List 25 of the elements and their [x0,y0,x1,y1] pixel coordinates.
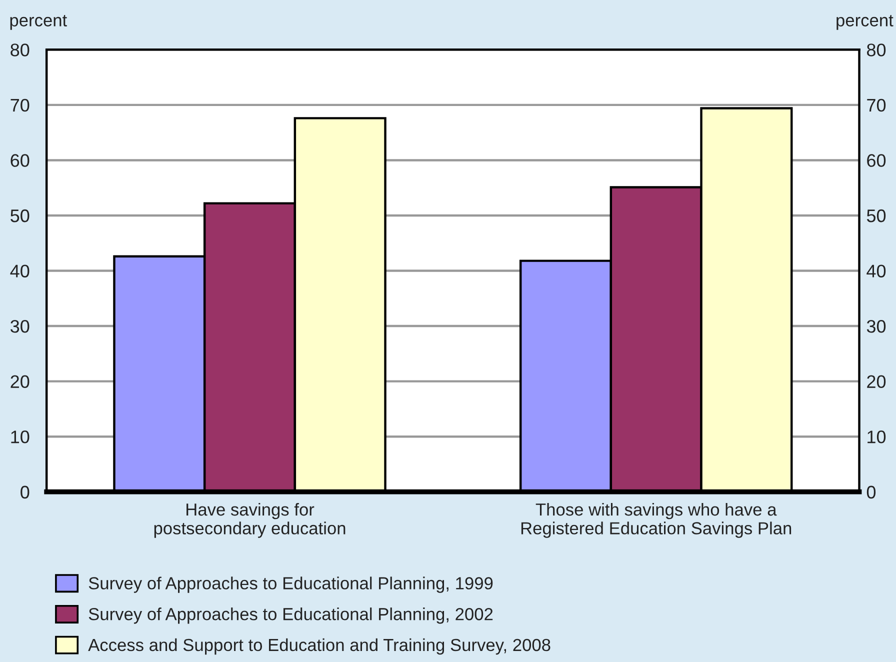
y2-tick-label: 40 [866,264,886,278]
y2-tick-label: 70 [867,98,886,112]
y-tick-label: 10 [11,430,30,444]
y-axis-title: percent [10,15,67,30]
y-tick-label: 70 [10,98,30,112]
legend-label: Access and Support to Education and Training Survey, 2008 [88,638,550,655]
y-tick-label: 40 [10,264,30,278]
x-tick-label: Those with savings who have a Registered Education Savings Plan [521,502,792,538]
legend-label: Survey of Approaches to Educational Planning, 1999 [88,576,493,593]
y2-tick-label: 80 [866,44,886,56]
x-tick-label: Have savings for postsecondary education [154,502,346,538]
y2-tick-label: 60 [867,154,886,167]
y2-tick-label: 0 [866,486,876,499]
y2-tick-label: 20 [867,375,886,388]
y2-axis-title: percent [836,15,894,30]
y-tick-label: 80 [10,44,30,56]
y2-tick-label: 50 [866,209,886,222]
y2-tick-label: 30 [866,320,886,333]
y-tick-label: 20 [10,375,30,388]
legend-label: Survey of Approaches to Educational Planning, 2002 [88,608,493,624]
y-tick-label: 30 [10,320,30,333]
y-tick-label: 60 [10,154,30,167]
y2-tick-label: 10 [868,430,886,444]
y-tick-label: 50 [10,209,30,222]
y-tick-label: 0 [20,486,30,499]
